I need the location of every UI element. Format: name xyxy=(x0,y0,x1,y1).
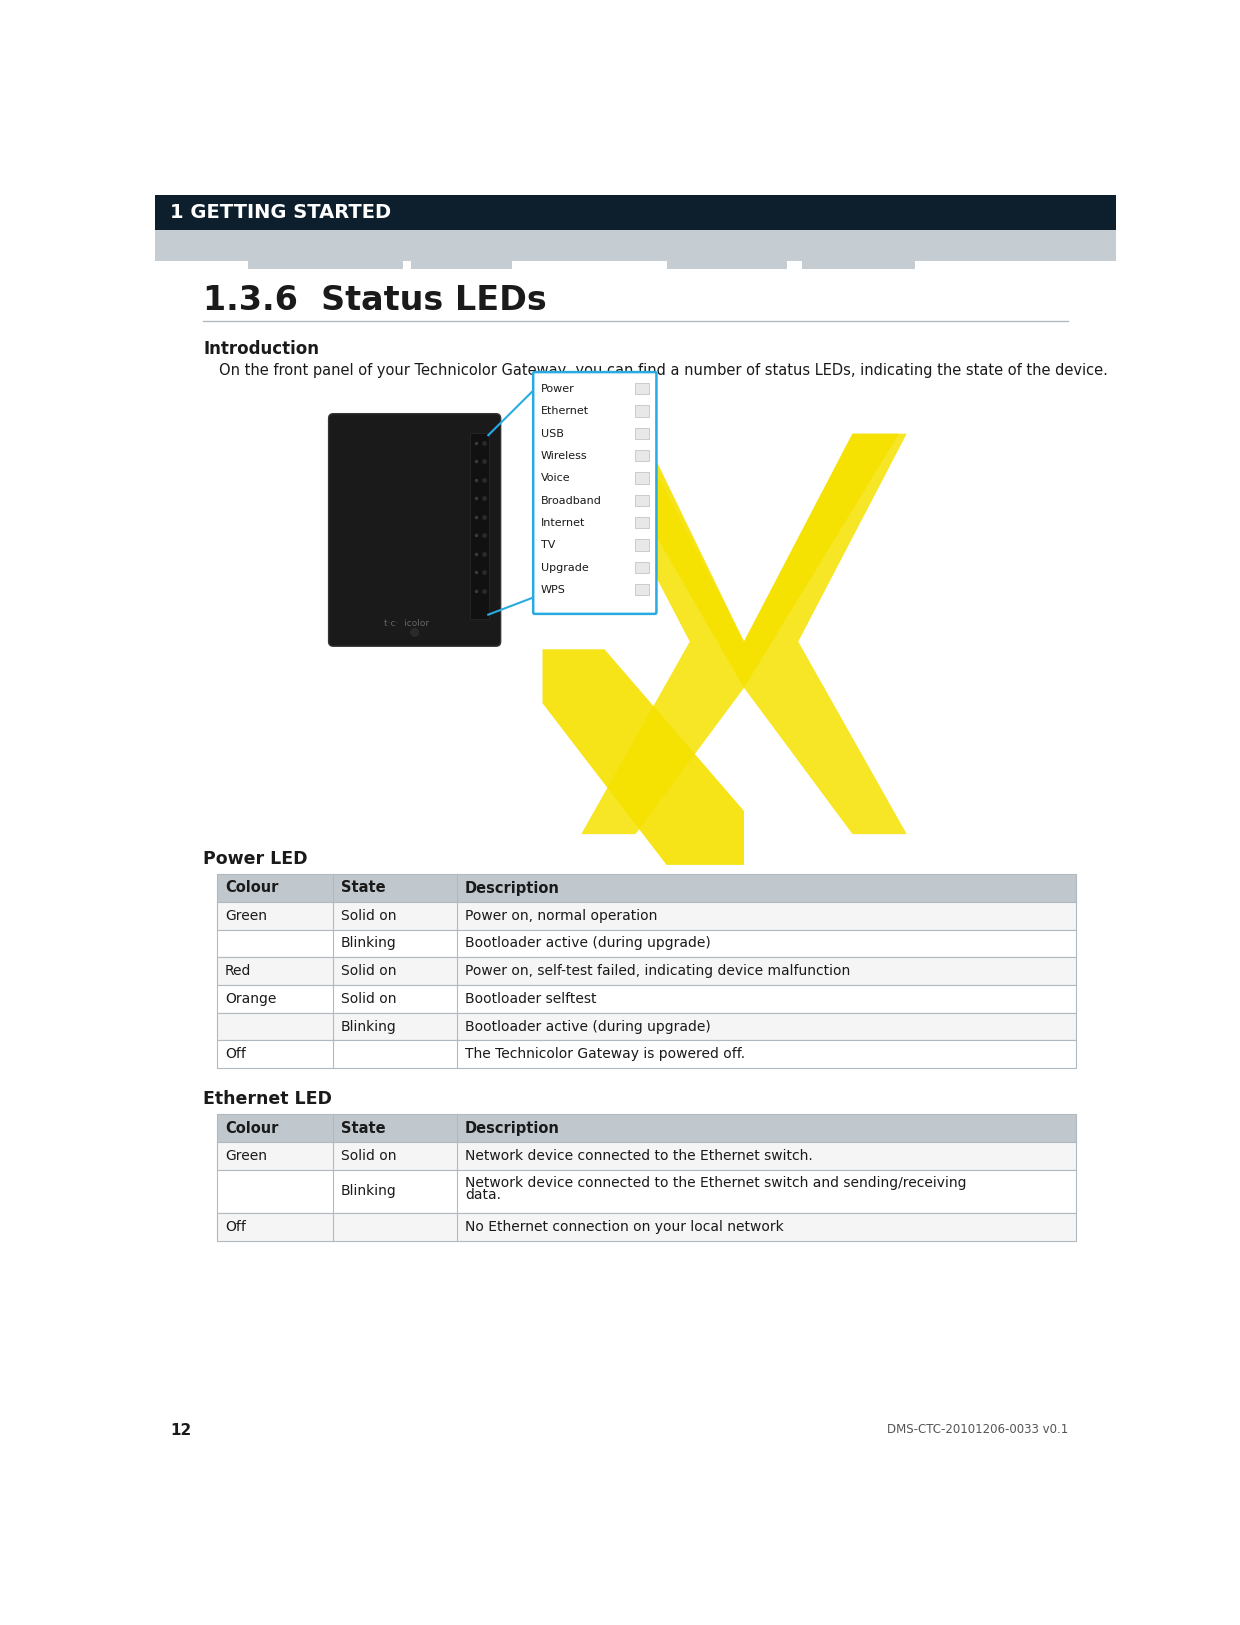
Polygon shape xyxy=(596,434,899,687)
FancyBboxPatch shape xyxy=(410,231,511,268)
Text: Off: Off xyxy=(224,1048,246,1061)
Text: Introduction: Introduction xyxy=(203,340,319,358)
Text: Network device connected to the Ethernet switch and sending/receiving: Network device connected to the Ethernet… xyxy=(465,1176,966,1190)
Text: Voice: Voice xyxy=(541,473,570,483)
FancyBboxPatch shape xyxy=(533,372,656,614)
FancyBboxPatch shape xyxy=(635,494,649,505)
Text: Description: Description xyxy=(465,881,560,895)
Text: Solid on: Solid on xyxy=(341,991,397,1006)
Text: Ethernet LED: Ethernet LED xyxy=(203,1090,332,1108)
Text: Internet: Internet xyxy=(541,518,585,528)
FancyBboxPatch shape xyxy=(635,384,649,395)
Text: State: State xyxy=(341,1121,386,1136)
Text: Broadband: Broadband xyxy=(541,496,601,505)
Text: Red: Red xyxy=(224,964,252,978)
FancyBboxPatch shape xyxy=(217,1142,1076,1170)
Text: 1.3.6  Status LEDs: 1.3.6 Status LEDs xyxy=(203,283,547,317)
Text: Power LED: Power LED xyxy=(203,850,308,868)
Text: Power: Power xyxy=(541,384,574,393)
FancyBboxPatch shape xyxy=(635,473,649,484)
FancyBboxPatch shape xyxy=(217,1012,1076,1040)
FancyBboxPatch shape xyxy=(635,540,649,551)
FancyBboxPatch shape xyxy=(217,874,1076,902)
Text: Solid on: Solid on xyxy=(341,964,397,978)
Text: Blinking: Blinking xyxy=(341,1185,397,1198)
Text: Bootloader active (during upgrade): Bootloader active (during upgrade) xyxy=(465,1019,711,1034)
Text: Orange: Orange xyxy=(224,991,277,1006)
Text: Solid on: Solid on xyxy=(341,908,397,923)
FancyBboxPatch shape xyxy=(635,583,649,595)
Text: Green: Green xyxy=(224,908,267,923)
Text: The Technicolor Gateway is powered off.: The Technicolor Gateway is powered off. xyxy=(465,1048,745,1061)
Circle shape xyxy=(410,629,419,637)
FancyBboxPatch shape xyxy=(329,414,501,647)
Text: Bootloader selftest: Bootloader selftest xyxy=(465,991,596,1006)
Text: Wireless: Wireless xyxy=(541,452,588,462)
FancyBboxPatch shape xyxy=(635,517,649,528)
FancyBboxPatch shape xyxy=(217,929,1076,957)
Text: 12: 12 xyxy=(171,1424,192,1438)
Text: No Ethernet connection on your local network: No Ethernet connection on your local net… xyxy=(465,1220,784,1233)
Text: t·c·  icolor: t·c· icolor xyxy=(384,619,429,627)
Polygon shape xyxy=(582,434,906,834)
Text: USB: USB xyxy=(541,429,564,439)
FancyBboxPatch shape xyxy=(248,231,403,268)
FancyBboxPatch shape xyxy=(155,195,1116,231)
Text: Blinking: Blinking xyxy=(341,936,397,951)
Text: Green: Green xyxy=(224,1149,267,1164)
FancyBboxPatch shape xyxy=(635,562,649,574)
FancyBboxPatch shape xyxy=(217,985,1076,1012)
Text: On the front panel of your Technicolor Gateway, you can find a number of status : On the front panel of your Technicolor G… xyxy=(218,362,1107,379)
Text: Network device connected to the Ethernet switch.: Network device connected to the Ethernet… xyxy=(465,1149,812,1164)
FancyBboxPatch shape xyxy=(635,405,649,416)
FancyBboxPatch shape xyxy=(635,427,649,439)
Polygon shape xyxy=(543,650,744,864)
Text: Description: Description xyxy=(465,1121,560,1136)
Text: DMS-CTC-20101206-0033 v0.1: DMS-CTC-20101206-0033 v0.1 xyxy=(887,1424,1068,1436)
Text: Solid on: Solid on xyxy=(341,1149,397,1164)
FancyBboxPatch shape xyxy=(217,902,1076,930)
Text: Colour: Colour xyxy=(224,881,278,895)
Text: Colour: Colour xyxy=(224,1121,278,1136)
FancyBboxPatch shape xyxy=(155,231,1116,262)
FancyBboxPatch shape xyxy=(802,231,915,268)
Text: 1 GETTING STARTED: 1 GETTING STARTED xyxy=(171,203,392,223)
FancyBboxPatch shape xyxy=(217,1040,1076,1068)
FancyBboxPatch shape xyxy=(470,432,489,619)
Text: Power on, self-test failed, indicating device malfunction: Power on, self-test failed, indicating d… xyxy=(465,964,851,978)
FancyBboxPatch shape xyxy=(217,957,1076,985)
Text: Blinking: Blinking xyxy=(341,1019,397,1034)
Text: data.: data. xyxy=(465,1188,501,1202)
Text: Power on, normal operation: Power on, normal operation xyxy=(465,908,657,923)
FancyBboxPatch shape xyxy=(217,1212,1076,1240)
FancyBboxPatch shape xyxy=(667,231,786,268)
Text: TV: TV xyxy=(541,541,556,551)
Text: State: State xyxy=(341,881,386,895)
FancyBboxPatch shape xyxy=(635,450,649,462)
Text: Bootloader active (during upgrade): Bootloader active (during upgrade) xyxy=(465,936,711,951)
FancyBboxPatch shape xyxy=(217,1170,1076,1212)
Text: Upgrade: Upgrade xyxy=(541,562,589,572)
Text: WPS: WPS xyxy=(541,585,565,595)
FancyBboxPatch shape xyxy=(217,1115,1076,1142)
Text: Ethernet: Ethernet xyxy=(541,406,589,416)
Text: Off: Off xyxy=(224,1220,246,1233)
